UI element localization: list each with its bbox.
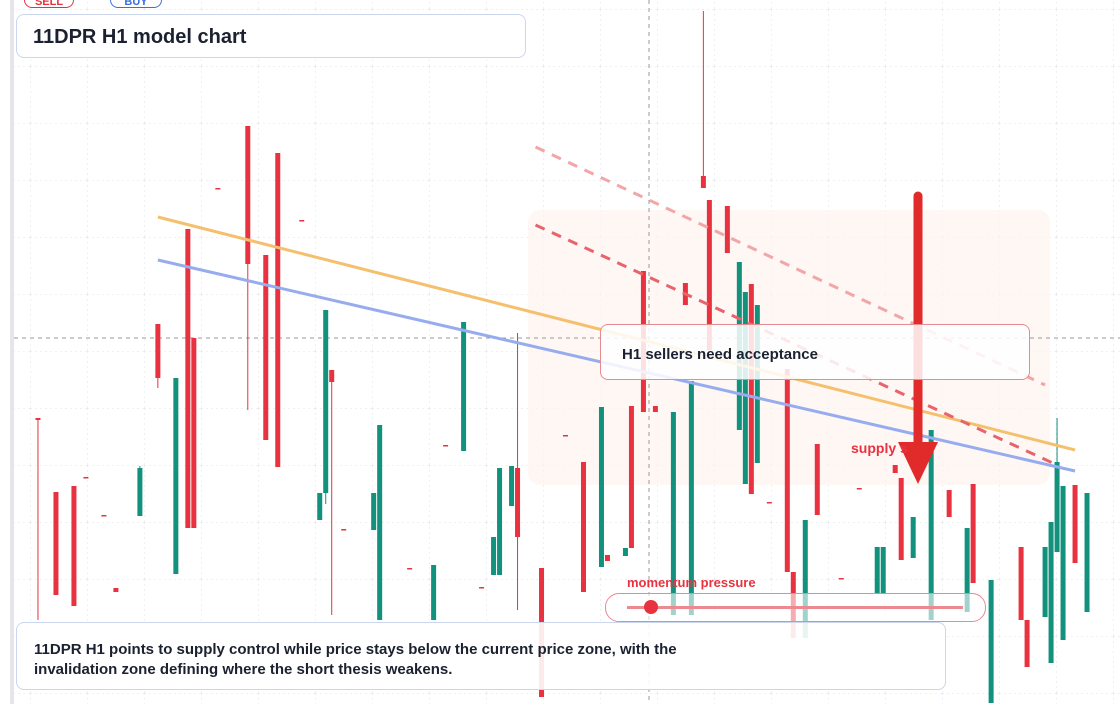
candle-body	[497, 468, 503, 575]
candle-body	[838, 578, 844, 580]
candle-body	[185, 229, 191, 528]
supply-label: supply s	[851, 440, 908, 456]
candle-body	[245, 126, 251, 264]
candle-body	[341, 529, 347, 531]
candle-body	[1054, 462, 1060, 552]
candle-body	[377, 425, 383, 620]
candle-body	[724, 206, 730, 253]
candle-body	[173, 378, 179, 574]
candle-body	[964, 528, 970, 612]
candle-body	[1024, 620, 1030, 667]
candle-body	[461, 322, 467, 451]
candle-body	[1060, 486, 1066, 640]
slider-knob	[644, 600, 658, 614]
slider-track	[627, 606, 963, 609]
candle-body	[670, 412, 676, 615]
candle-body	[317, 493, 323, 520]
candle-body	[191, 338, 197, 528]
candle-body	[299, 220, 305, 222]
candle-body	[1048, 522, 1054, 663]
callout: H1 sellers need acceptance	[600, 324, 1030, 380]
buy-button[interactable]: BUY	[110, 0, 162, 8]
candle-body	[928, 430, 934, 620]
footer-panel: 11DPR H1 points to supply control while …	[16, 622, 946, 690]
candle-body	[1042, 547, 1048, 617]
candle-body	[802, 520, 808, 638]
candle-body	[491, 537, 497, 575]
candle-body	[407, 568, 413, 570]
candle-body	[155, 324, 161, 378]
candle-body	[515, 468, 521, 537]
candle-body	[580, 462, 586, 592]
candle-body	[35, 418, 41, 420]
candle-body	[263, 255, 269, 440]
title-panel: 11DPR H1 model chart	[16, 14, 526, 58]
candle-body	[652, 406, 658, 412]
momentum-label: momentum pressure	[627, 575, 756, 590]
candle-body	[898, 478, 904, 560]
candle-body	[1072, 485, 1078, 563]
callout-text: H1 sellers need acceptance	[622, 346, 818, 363]
candle-body	[748, 284, 754, 494]
candle-body	[563, 435, 569, 437]
sell-button[interactable]: SELL	[24, 0, 74, 8]
candle-body	[784, 369, 790, 572]
candle-body	[71, 486, 77, 606]
candle-body	[970, 484, 976, 583]
trend-line	[534, 223, 1058, 467]
candle-body	[113, 588, 119, 592]
candle-body	[1084, 493, 1090, 612]
candle-body	[137, 468, 143, 516]
candle-body	[628, 406, 634, 548]
candle-body	[910, 517, 916, 558]
side-bar	[10, 0, 14, 704]
candle-body	[814, 444, 820, 515]
title: 11DPR H1 model chart	[33, 26, 247, 48]
candle-body	[509, 466, 515, 506]
candle-body	[874, 547, 880, 594]
candle-body	[431, 565, 437, 620]
momentum-slider	[605, 593, 986, 622]
candle-body	[742, 292, 748, 484]
candle-body	[604, 555, 610, 561]
candle-body	[275, 153, 281, 467]
candle-body	[622, 548, 628, 556]
candle-body	[598, 407, 604, 567]
candle-body	[53, 492, 59, 595]
candle-body	[856, 488, 862, 490]
candle-body	[443, 445, 449, 447]
candle-body	[101, 515, 107, 517]
candle-body	[700, 176, 706, 188]
candle-body	[83, 477, 89, 479]
candle-body	[329, 370, 335, 382]
candle-body	[479, 587, 485, 589]
candle-body	[766, 502, 772, 504]
candle-body	[946, 490, 952, 517]
candle-body	[880, 547, 886, 594]
candle-body	[988, 580, 994, 703]
candle-body	[215, 188, 221, 190]
footer-text: 11DPR H1 points to supply control while …	[34, 641, 677, 678]
candle-body	[371, 493, 377, 530]
candle-body	[754, 305, 760, 463]
candle-body	[688, 381, 694, 615]
arrow-head	[898, 442, 938, 484]
candle-body	[706, 200, 712, 350]
candle-body	[323, 310, 329, 493]
candle-body	[892, 465, 898, 473]
candle-body	[1018, 547, 1024, 620]
